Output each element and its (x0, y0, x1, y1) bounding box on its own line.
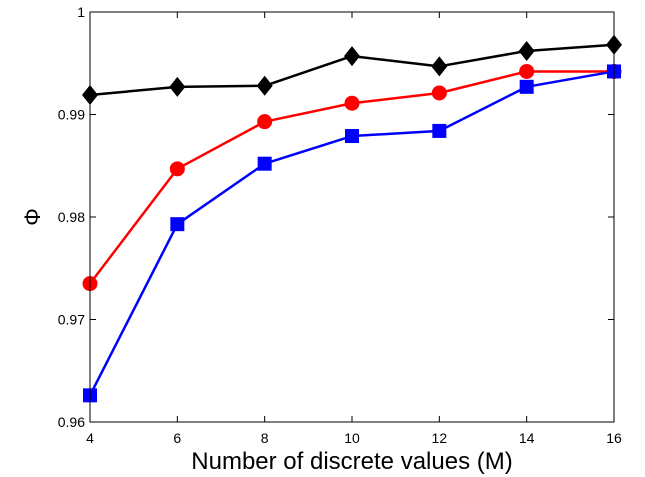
data-point-diamond (431, 56, 448, 77)
y-tick-label: 0.99 (58, 107, 85, 123)
data-point-square (170, 217, 185, 232)
x-tick-label: 14 (519, 430, 535, 446)
series-diamond (82, 34, 622, 106)
y-tick-label: 0.97 (58, 312, 85, 328)
x-tick-label: 6 (173, 430, 181, 446)
data-point-diamond (256, 75, 273, 96)
data-point-square (432, 123, 447, 138)
x-tick-label: 12 (432, 430, 448, 446)
y-tick-label: 0.96 (58, 414, 85, 430)
plot-frame (89, 11, 615, 423)
data-point-square (519, 79, 534, 94)
data-point-diamond (169, 76, 186, 97)
x-tick-label: 16 (606, 430, 622, 446)
data-point-circle (257, 114, 273, 130)
data-point-diamond (344, 46, 360, 67)
data-point-circle (431, 85, 447, 101)
y-axis-label: Φ (20, 208, 45, 226)
x-axis-label: Number of discrete values (M) (191, 448, 512, 475)
data-point-diamond (518, 40, 535, 61)
x-tick-label: 4 (86, 430, 94, 446)
plot-area (90, 12, 614, 422)
data-point-circle (169, 161, 185, 177)
data-point-square (345, 129, 359, 144)
y-tick-label: 0.98 (58, 209, 85, 225)
tick-labels: 4 6 8 10 12 14 16 0.96 0.97 0.98 0.99 1 (58, 4, 622, 446)
data-point-square (257, 156, 272, 171)
data-point-circle (344, 95, 360, 111)
x-tick-label: 10 (344, 430, 360, 446)
y-tick-label: 1 (77, 4, 85, 20)
x-tick-label: 8 (261, 430, 269, 446)
data-point-circle (519, 63, 535, 79)
